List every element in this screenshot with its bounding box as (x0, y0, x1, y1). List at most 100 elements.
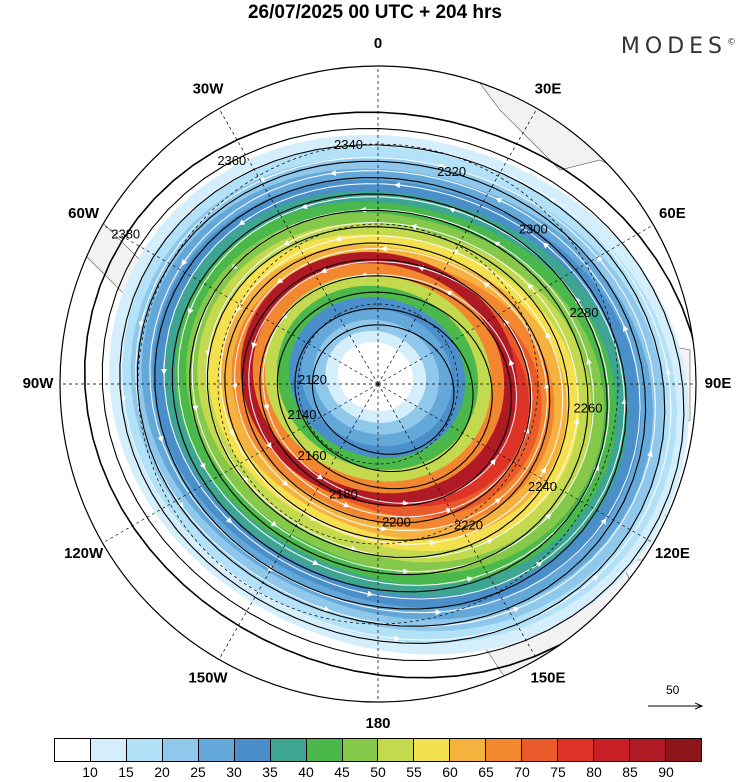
streamline-arrow (281, 479, 289, 487)
wind-speed-fill (109, 134, 689, 655)
colorbar-tick-label: 85 (622, 764, 638, 780)
contour-label: 2360 (217, 153, 246, 168)
streamline-arrow (410, 223, 421, 230)
contour-label: 2380 (111, 226, 140, 241)
colorbar-tick-label: 45 (334, 764, 350, 780)
longitude-labels: 0 30E 60E 90E 120E 150E 180 150W 120W 90W 60W 30W (23, 35, 732, 732)
streamline-arrow (346, 545, 357, 552)
streamline-arrow (231, 379, 238, 390)
streamline-arrow (301, 203, 314, 210)
streamline-arrow (539, 467, 547, 478)
height-contour (241, 258, 532, 524)
streamline-arrow (542, 242, 554, 252)
contour-label: 2200 (382, 515, 411, 530)
height-contour (276, 291, 493, 490)
colorbar-cell (342, 739, 379, 761)
colorbar-tick-label: 65 (478, 764, 494, 780)
longitude-label: 120E (655, 545, 690, 562)
streamline-arrow (307, 559, 319, 566)
contour-labels: 2380 2360 2340 2320 2300 2280 2260 2240 2220 2200… (111, 137, 602, 532)
streamline-arrow (394, 182, 408, 189)
streamline-arrow (258, 174, 274, 182)
streamline-arrow (329, 169, 344, 176)
streamline-arrow (236, 302, 243, 313)
streamline-arrow (174, 496, 184, 509)
colorbar-tick-label: 50 (370, 764, 386, 780)
meridian-line (218, 383, 379, 660)
colorbar-cell (126, 739, 163, 761)
longitude-label: 150E (530, 669, 565, 686)
streamline-arrow (545, 331, 552, 343)
streamline (163, 183, 626, 600)
colorbar-tick-label: 15 (118, 764, 134, 780)
meridian-line (102, 383, 379, 544)
colorbar-cell (450, 739, 487, 761)
height-contour (311, 324, 455, 455)
colorbar-tick-label: 40 (298, 764, 314, 780)
colorbar-tick-label: 30 (226, 764, 242, 780)
contour-label: 2280 (570, 305, 599, 320)
contour-label: 2260 (574, 400, 603, 415)
streamline-arrow (417, 265, 427, 272)
streamline-arrow (120, 385, 127, 403)
streamline-arrow (263, 402, 270, 411)
colorbar-tick-label: 55 (406, 764, 422, 780)
colorbar-cell (162, 739, 199, 761)
streamline-arrow (549, 197, 564, 208)
streamline-arrow (320, 267, 329, 274)
streamline-arrow (459, 576, 474, 583)
streamline-arrow (281, 312, 288, 320)
meridian-line (102, 224, 379, 385)
meridian-line (377, 383, 654, 544)
colorbar-cell (234, 739, 271, 761)
streamline-arrow (527, 283, 536, 293)
streamline-arrow (228, 426, 235, 437)
streamline-arrow (187, 202, 201, 214)
latitude-circle (217, 223, 539, 545)
streamline-arrow (541, 513, 552, 524)
height-contour (259, 275, 512, 507)
streamline-arrow (377, 525, 388, 532)
colorbar-tick-label: 75 (550, 764, 566, 780)
streamline-arrow (157, 428, 164, 443)
longitude-label: 0 (374, 35, 382, 52)
chart-title: 26/07/2025 00 UTC + 204 hrs (247, 2, 503, 23)
streamline-arrow (360, 272, 369, 279)
streamline-arrow (383, 635, 401, 642)
lat-lon-grid (60, 66, 696, 702)
streamline-arrow (188, 302, 195, 315)
colorbar-ticks: 10 15 20 25 30 35 40 45 50 55 60 65 70 75 80 85 90 (54, 764, 702, 782)
latitude-circle (297, 303, 459, 465)
longitude-label: 60W (68, 205, 100, 222)
streamline-arrow (482, 538, 494, 545)
streamline-arrow (483, 282, 492, 289)
meridian-line (377, 383, 538, 660)
longitude-label: 90E (705, 375, 732, 392)
streamline-arrow (316, 473, 324, 480)
wind-speed-band (337, 342, 414, 412)
contour-label: 2160 (298, 448, 327, 463)
meridian-line (218, 108, 379, 385)
longitude-label: 180 (365, 715, 390, 732)
brand-name: MODES (620, 34, 727, 59)
streamline-arrow (205, 345, 212, 357)
colorbar-cell (270, 739, 307, 761)
streamline-arrow (665, 368, 672, 387)
colorbar-cell (55, 739, 91, 761)
contour-label: 2120 (298, 372, 327, 387)
streamline-arrow (523, 427, 530, 437)
streamline-arrow (489, 458, 496, 467)
streamline-arrow (543, 382, 550, 394)
streamline-arrow (451, 249, 462, 256)
streamline-arrow (426, 609, 442, 616)
longitude-label: 30E (535, 81, 562, 98)
brand-mark: © (727, 37, 736, 48)
streamline-arrow (335, 235, 346, 242)
streamline-arrow (307, 515, 317, 521)
colorbar-tick-label: 10 (82, 764, 98, 780)
colorbar-tick-label: 80 (586, 764, 602, 780)
streamline-arrow (222, 513, 233, 524)
colorbar-cell (306, 739, 343, 761)
streamline-arrow (437, 163, 452, 170)
colorbar-cell (486, 739, 523, 761)
